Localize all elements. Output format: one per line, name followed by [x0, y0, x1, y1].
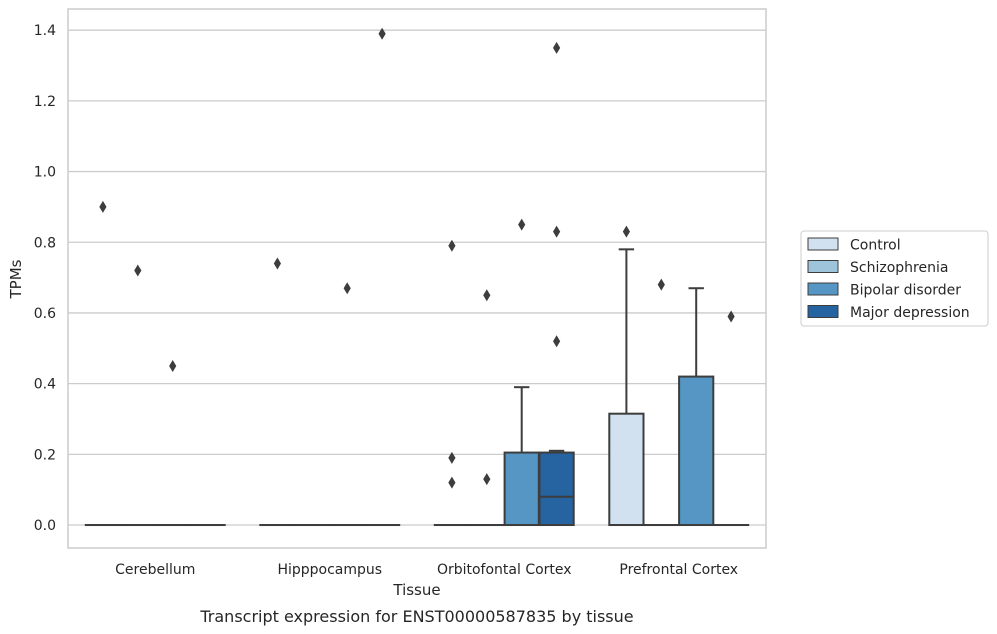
y-tick-label: 0.6	[34, 306, 56, 322]
legend: Control Schizophrenia Bipolar disorder Majo…	[801, 231, 988, 326]
legend-swatch	[808, 261, 838, 273]
outlier-point	[344, 282, 351, 294]
outlier-point	[169, 360, 176, 372]
y-tick-label: 0.4	[34, 377, 56, 393]
outlier-point	[483, 473, 490, 485]
outlier-point	[658, 279, 665, 291]
y-tick-label: 0.8	[34, 235, 56, 251]
outlier-point	[553, 226, 560, 238]
box	[609, 414, 643, 525]
y-tick-label: 1.4	[34, 23, 56, 39]
outlier-point	[448, 477, 455, 489]
outlier-point	[728, 310, 735, 322]
outlier-point	[134, 265, 141, 277]
outlier-point	[448, 452, 455, 464]
outlier-point	[483, 289, 490, 301]
x-tick-label: Cerebellum	[115, 562, 195, 578]
box-plot-chart: 0.0 0.2 0.4 0.6 0.8 1.0 1.2 1.4 Cerebellum Hippp…	[0, 0, 997, 634]
box-plot-area	[86, 28, 748, 525]
outlier-point	[99, 201, 106, 213]
legend-swatch	[808, 306, 838, 318]
chart-caption: Transcript expression for ENST0000058783…	[199, 607, 633, 626]
x-tick-label: Hipppocampus	[277, 562, 382, 578]
y-tick-label: 1.2	[34, 94, 56, 110]
y-axis-label: TPMs	[7, 259, 25, 299]
legend-swatch	[808, 283, 838, 295]
outlier-point	[623, 226, 630, 238]
legend-label: Schizophrenia	[850, 260, 948, 276]
x-tick-label: Prefrontal Cortex	[619, 562, 738, 578]
grid-lines	[68, 30, 766, 525]
box	[539, 453, 573, 525]
box	[505, 453, 539, 525]
legend-swatch	[808, 238, 838, 250]
x-axis-label: Tissue	[392, 581, 440, 599]
outlier-point	[448, 240, 455, 252]
y-tick-label: 1.0	[34, 165, 56, 181]
y-tick-label: 0.0	[34, 518, 56, 534]
legend-label: Bipolar disorder	[850, 283, 961, 299]
outlier-point	[518, 219, 525, 231]
legend-label: Control	[850, 238, 901, 254]
y-tick-label: 0.2	[34, 447, 56, 463]
outlier-point	[379, 28, 386, 40]
x-axis-ticks: Cerebellum Hipppocampus Orbitofontal Corte…	[115, 562, 738, 578]
x-tick-label: Orbitofontal Cortex	[437, 562, 572, 578]
outlier-point	[553, 335, 560, 347]
box	[679, 377, 713, 525]
outlier-point	[274, 257, 281, 269]
plot-frame	[68, 9, 766, 548]
y-axis-ticks: 0.0 0.2 0.4 0.6 0.8 1.0 1.2 1.4	[34, 23, 56, 534]
outlier-point	[553, 42, 560, 54]
legend-label: Major depression	[850, 305, 970, 321]
